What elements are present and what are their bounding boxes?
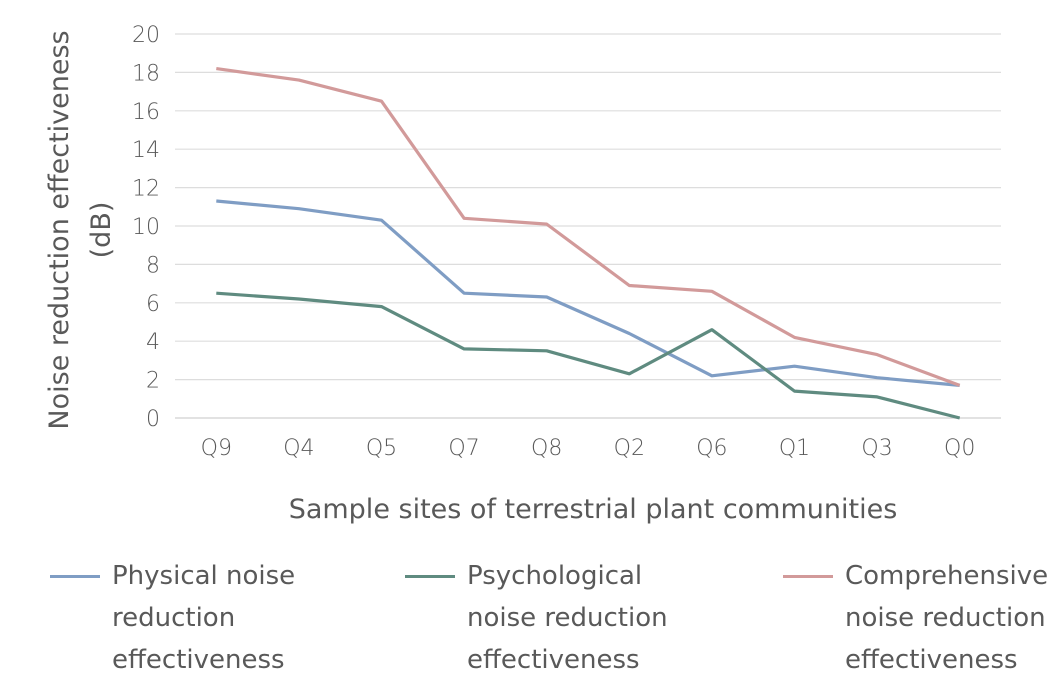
y-tick-label: 12 [132, 177, 160, 202]
x-tick-label: Q5 [366, 436, 397, 461]
legend-label-physical: Physical noise reduction effectiveness [112, 561, 296, 675]
gridlines [175, 33, 1001, 419]
y-tick-label: 2 [146, 369, 160, 394]
x-axis-title: Sample sites of terrestrial plant commun… [289, 494, 898, 525]
y-tick-label: 6 [146, 292, 160, 317]
legend: Physical noise reduction effectiveness P… [0, 555, 1061, 695]
series-line-psychological [216, 291, 961, 420]
y-tick-label: 18 [132, 61, 160, 86]
x-tick-label: Q4 [283, 436, 314, 461]
series-line-physical [216, 199, 960, 387]
y-tick-label: 0 [146, 407, 160, 432]
y-tick-label: 10 [132, 215, 160, 240]
x-tick-label: Q6 [696, 436, 727, 461]
legend-item-comprehensive: Comprehensive noise reduction effectiven… [783, 555, 1048, 681]
legend-swatch-physical [50, 575, 100, 578]
legend-swatch-comprehensive [783, 575, 833, 578]
y-tick-label: 20 [132, 23, 160, 48]
x-tick-label: Q1 [779, 436, 810, 461]
y-tick-label: 4 [146, 330, 160, 355]
x-tick-label: Q0 [944, 436, 975, 461]
legend-swatch-psychological [405, 575, 455, 578]
legend-item-physical: Physical noise reduction effectiveness [50, 555, 295, 681]
y-axis-title-line1: Noise reduction effectiveness [44, 30, 75, 429]
x-tick-label: Q8 [531, 436, 562, 461]
series-line-comprehensive [216, 67, 961, 387]
legend-label-psychological: Psychological noise reduction effectiven… [467, 561, 668, 675]
legend-item-psychological: Psychological noise reduction effectiven… [405, 555, 668, 681]
y-tick-label: 14 [132, 138, 160, 163]
y-tick-labels: 0 2 4 6 8 10 12 14 16 18 20 [132, 23, 160, 432]
x-tick-label: Q2 [614, 436, 645, 461]
series-lines [216, 67, 961, 420]
line-chart: 0 2 4 6 8 10 12 14 16 18 20 Q9 Q4 Q5 Q7 Q8 Q2 Q6 Q1 Q3 Q0 N… [44, 23, 1001, 525]
y-axis-title-line2: (dB) [86, 202, 117, 259]
legend-label-comprehensive: Comprehensive noise reduction effectiven… [845, 561, 1049, 675]
x-tick-label: Q7 [448, 436, 479, 461]
y-tick-label: 16 [132, 100, 160, 125]
x-tick-label: Q3 [861, 436, 892, 461]
x-tick-labels: Q9 Q4 Q5 Q7 Q8 Q2 Q6 Q1 Q3 Q0 [201, 436, 976, 461]
y-tick-label: 8 [146, 253, 160, 278]
x-tick-label: Q9 [201, 436, 232, 461]
